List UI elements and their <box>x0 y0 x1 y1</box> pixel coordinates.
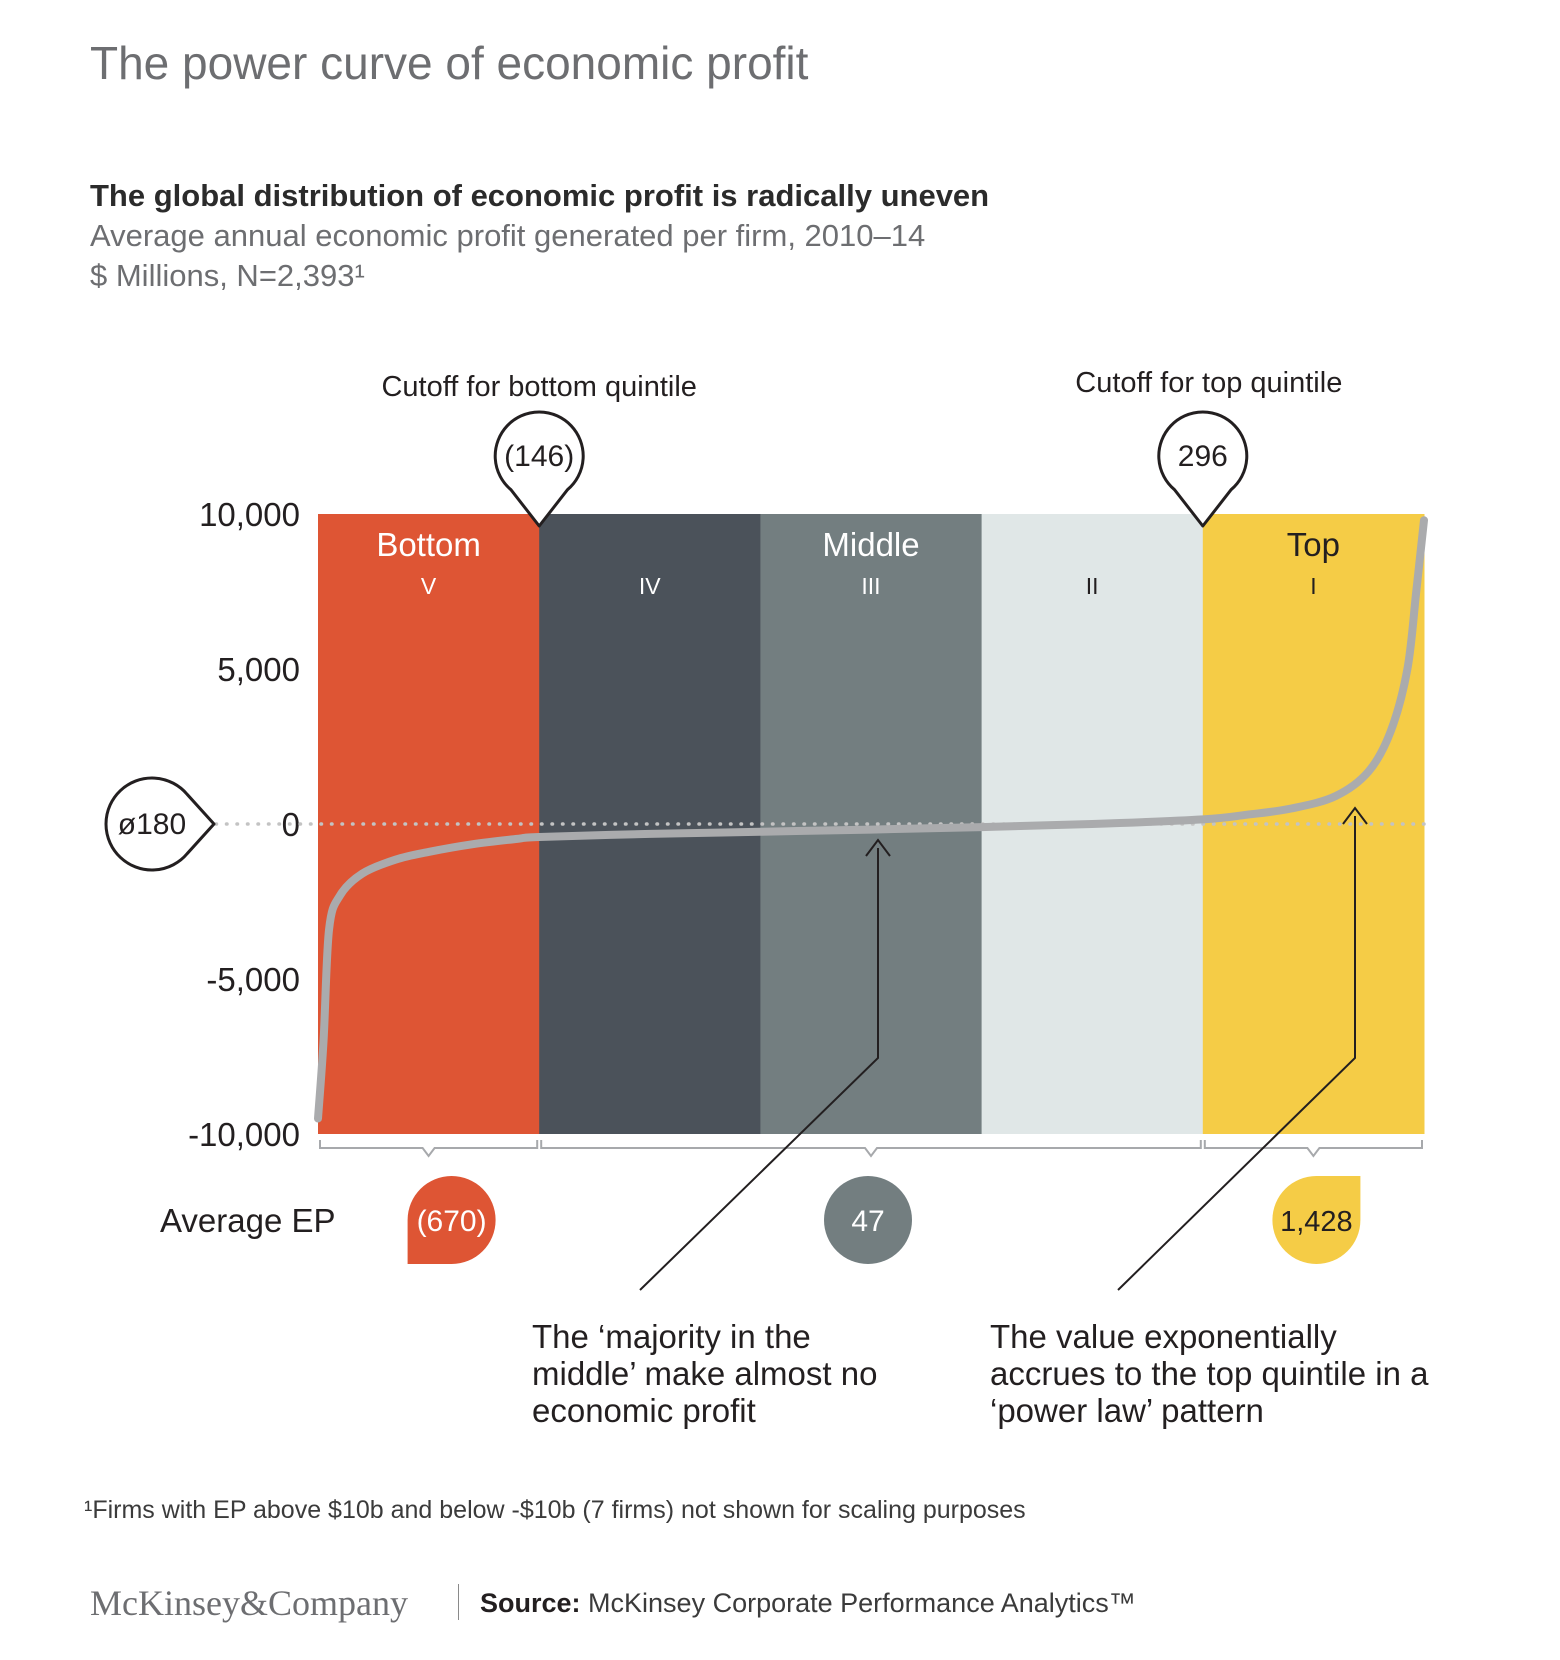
cutoff-pin-bottom-label: (146) <box>504 440 574 473</box>
quintile-bracket-1 <box>540 1140 1202 1158</box>
source-label: Source: <box>480 1588 581 1618</box>
average-ep-badge-middle <box>824 1176 912 1264</box>
average-ep-label: Average EP <box>160 1202 336 1239</box>
y-tick-label--10,000: -10,000 <box>188 1116 300 1153</box>
average-ep-value-top: 1,428 <box>1280 1206 1353 1238</box>
metric-description: Average annual economic profit generated… <box>90 218 926 253</box>
units-label: $ Millions, N=2,393¹ <box>90 258 365 293</box>
quintile-group-label-top: Top <box>1287 526 1340 563</box>
footnote: ¹Firms with EP above $10b and below -$10… <box>84 1496 1026 1524</box>
source-line: Source: McKinsey Corporate Performance A… <box>480 1588 1136 1619</box>
cutoff-label-top: Cutoff for top quintile <box>1075 367 1342 399</box>
quintile-group-label-bottom: Bottom <box>376 526 481 563</box>
mean-marker: ø180 <box>104 776 216 872</box>
cutoff-pin-bottom-shape <box>493 410 585 528</box>
chart-subtitle: The global distribution of economic prof… <box>90 178 990 213</box>
average-ep-badge-top <box>1272 1176 1361 1264</box>
y-tick-label-10,000: 10,000 <box>199 496 300 533</box>
average-ep-badge-bottom <box>407 1176 496 1264</box>
quintile-numeral-iii: III <box>861 573 880 599</box>
quintile-band-v <box>318 514 540 1134</box>
annotation-top: The value exponentially accrues to the t… <box>990 1318 1429 1429</box>
arrowhead-middle <box>865 838 891 857</box>
quintile-numeral-i: I <box>1310 573 1316 599</box>
arrow-top <box>1117 816 1356 1291</box>
mean-marker-shape <box>104 776 216 872</box>
y-tick-label-5,000: 5,000 <box>217 651 300 688</box>
quintile-numeral-iv: IV <box>639 573 661 599</box>
quintile-bracket-2 <box>1203 1140 1423 1158</box>
quintile-bracket-0 <box>319 1140 539 1158</box>
mean-marker-label: ø180 <box>118 808 186 841</box>
annotation-middle: The ‘majority in the middle’ make almost… <box>532 1318 878 1429</box>
quintile-band-i <box>1202 514 1425 1134</box>
cutoff-pin-top-label: 296 <box>1178 440 1228 473</box>
ep-distribution-curve <box>314 516 1428 1123</box>
cutoff-label-bottom: Cutoff for bottom quintile <box>381 371 696 403</box>
cutoff-pin-top: 296 <box>1157 410 1249 528</box>
cutoff-pin-bottom: (146) <box>493 410 585 528</box>
quintile-numeral-ii: II <box>1086 573 1099 599</box>
average-ep-value-bottom: (670) <box>417 1205 487 1238</box>
quintile-band-iv <box>539 514 761 1134</box>
brand-logo: McKinsey&Company <box>90 1583 408 1623</box>
arrowhead-top <box>1342 806 1368 825</box>
arrow-middle <box>639 848 879 1291</box>
average-ep-value-middle: 47 <box>851 1205 884 1238</box>
y-tick-label--5,000: -5,000 <box>206 961 300 998</box>
cutoff-pin-top-shape <box>1157 410 1249 528</box>
brand-separator <box>458 1584 459 1620</box>
quintile-group-label-middle: Middle <box>822 526 919 563</box>
page-title: The power curve of economic profit <box>90 37 809 89</box>
quintile-numeral-v: V <box>421 573 437 599</box>
source-text: McKinsey Corporate Performance Analytics… <box>588 1588 1136 1618</box>
